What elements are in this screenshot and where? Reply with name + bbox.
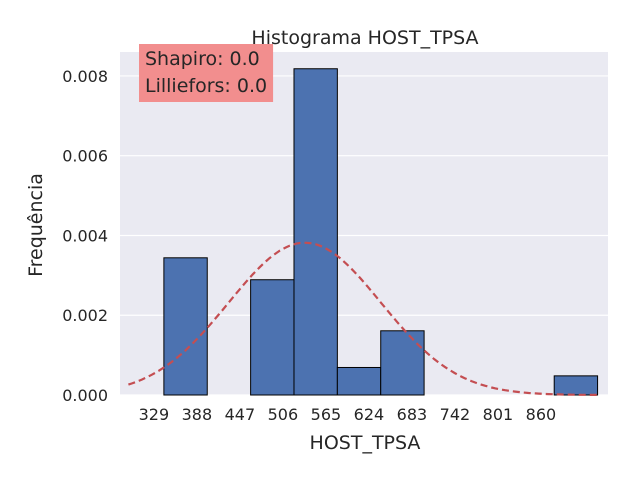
x-tick-label: 624: [354, 405, 385, 424]
x-tick-labels: 329 388 447 506 565 624 683 742 801 860: [139, 405, 557, 424]
lilliefors-text: Lilliefors: 0.0: [145, 75, 267, 97]
x-tick-label: 447: [225, 405, 256, 424]
x-tick-label: 329: [139, 405, 170, 424]
y-tick-labels: 0.000 0.002 0.004 0.006 0.008: [62, 67, 108, 405]
y-tick-label: 0.006: [62, 147, 108, 166]
shapiro-text: Shapiro: 0.0: [145, 48, 260, 70]
histogram-bar: [336, 366, 382, 396]
histogram-bars: [163, 68, 599, 396]
x-tick-label: 565: [311, 405, 342, 424]
chart-title: Histograma HOST_TPSA: [251, 27, 478, 49]
annotation-background: [139, 44, 274, 102]
y-tick-label: 0.008: [62, 67, 108, 86]
normality-test-box: Shapiro: 0.0 Lilliefors: 0.0: [139, 44, 274, 102]
x-tick-label: 388: [182, 405, 213, 424]
x-tick-label: 506: [268, 405, 299, 424]
histogram-bar: [553, 375, 599, 396]
histogram-bar: [250, 279, 295, 396]
histogram-bar: [163, 257, 208, 396]
histogram-bar: [380, 330, 425, 396]
x-tick-label: 801: [483, 405, 514, 424]
x-axis-label: HOST_TPSA: [310, 432, 421, 454]
x-tick-label: 860: [526, 405, 557, 424]
histogram-bar: [293, 68, 338, 396]
y-tick-label: 0.004: [62, 226, 108, 245]
y-tick-label: 0.002: [62, 306, 108, 325]
x-tick-label: 742: [440, 405, 471, 424]
x-tick-label: 683: [397, 405, 428, 424]
y-tick-label: 0.000: [62, 386, 108, 405]
y-axis-label: Frequência: [25, 173, 47, 277]
